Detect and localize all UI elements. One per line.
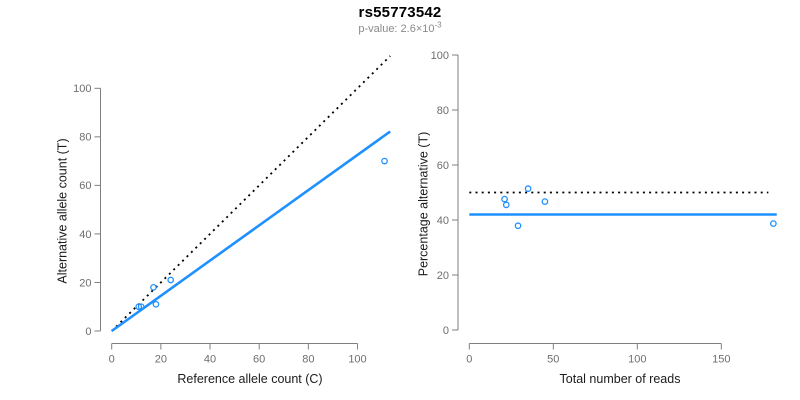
- x-tick-label: 60: [253, 354, 265, 366]
- data-point: [137, 303, 145, 311]
- pvalue-exponent: -3: [434, 20, 442, 30]
- data-point: [152, 300, 160, 308]
- pvalue-text: p-value: 2.6×10: [358, 23, 435, 35]
- data-point: [514, 222, 522, 230]
- y-tick-label: 60: [79, 180, 91, 192]
- x-tick-label: 0: [466, 354, 472, 366]
- x-axis-title: Total number of reads: [560, 372, 681, 386]
- x-tick-label: 50: [547, 354, 559, 366]
- x-tick-label: 40: [204, 354, 216, 366]
- y-tick-label: 0: [443, 325, 449, 337]
- y-tick-label: 80: [79, 132, 91, 144]
- data-point: [541, 198, 549, 205]
- y-tick-label: 80: [437, 105, 449, 117]
- x-tick-label: 0: [109, 354, 115, 366]
- data-point: [135, 303, 143, 311]
- x-tick-label: 150: [712, 354, 730, 366]
- y-axis-title: Percentage alternative (T): [417, 132, 431, 277]
- y-tick-label: 100: [431, 50, 449, 62]
- x-tick-label: 100: [628, 354, 646, 366]
- left-scatter-plot: 0 20 40 60 80 100 0 20 40 60 80 100 Reference allele…: [56, 55, 391, 386]
- data-point: [167, 276, 175, 284]
- data-point: [150, 283, 157, 291]
- fit-line: [110, 130, 391, 333]
- data-point: [502, 201, 510, 209]
- data-point: [381, 157, 388, 165]
- data-point: [501, 195, 508, 203]
- data-point: [524, 185, 532, 192]
- y-tick-label: 40: [437, 215, 449, 227]
- y-tick-label: 100: [73, 83, 91, 95]
- right-scatter-plot: 0 20 40 60 80 100 0 50 100 150 Total number of rea…: [417, 50, 777, 386]
- figure-title: rs55773542: [358, 4, 442, 21]
- y-tick-label: 60: [437, 160, 449, 172]
- y-tick-label: 20: [437, 270, 449, 282]
- x-tick-label: 100: [348, 354, 366, 366]
- y-axis-title: Alternative allele count (T): [56, 138, 70, 283]
- x-axis-title: Reference allele count (C): [177, 372, 322, 386]
- figure-subtitle: p-value: 2.6×10-3: [0, 20, 800, 35]
- y-tick-label: 40: [79, 229, 91, 241]
- x-tick-label: 80: [302, 354, 314, 366]
- y-tick-label: 0: [85, 326, 91, 338]
- data-point: [770, 220, 777, 227]
- y-tick-label: 20: [79, 277, 91, 289]
- x-tick-label: 20: [155, 354, 167, 366]
